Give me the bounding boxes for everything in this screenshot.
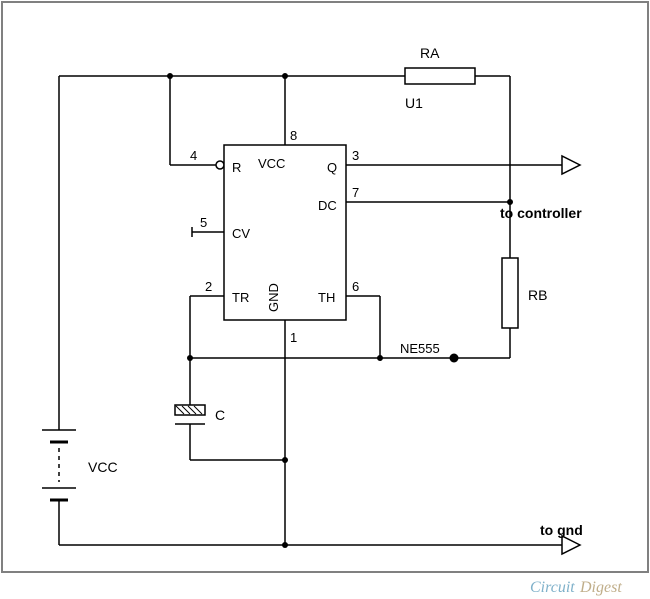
pin-dc-label: DC <box>318 198 337 213</box>
pin-vcc-label: VCC <box>258 156 285 171</box>
pin4-number: 4 <box>190 148 197 163</box>
ne555-label: NE555 <box>400 341 440 356</box>
pin-th-label: TH <box>318 290 335 305</box>
node-th-rb <box>450 354 459 363</box>
pin-tr-label: TR <box>232 290 249 305</box>
node-dc <box>507 199 513 205</box>
pin2-number: 2 <box>205 279 212 294</box>
ra-label: RA <box>420 45 440 61</box>
resistor-rb <box>502 258 518 328</box>
vcc-label: VCC <box>88 459 118 475</box>
pin7-number: 7 <box>352 185 359 200</box>
resistor-ra <box>405 68 475 84</box>
pin5-number: 5 <box>200 215 207 230</box>
pin3-number: 3 <box>352 148 359 163</box>
watermark-part1: Circuit <box>530 579 575 596</box>
rb-label: RB <box>528 287 547 303</box>
pin6-number: 6 <box>352 279 359 294</box>
pin4-inversion-bubble <box>216 161 224 169</box>
pin8-number: 8 <box>290 128 297 143</box>
pin1-number: 1 <box>290 330 297 345</box>
pin-r-label: R <box>232 160 241 175</box>
u1-label: U1 <box>405 95 423 111</box>
pin-cv-label: CV <box>232 226 250 241</box>
circuit-diagram: RA U1 8 4 R VCC Q DC CV TR TH GND 3 to c… <box>0 0 650 599</box>
node-bottom-gnd <box>282 542 288 548</box>
pin-gnd-label: GND <box>266 283 281 312</box>
c-label: C <box>215 407 225 423</box>
watermark-part2: Digest <box>579 579 622 596</box>
node-tr-th <box>377 355 383 361</box>
to-controller-label: to controller <box>500 205 582 221</box>
to-gnd-label: to gnd <box>540 522 583 538</box>
node-tr-c <box>187 355 193 361</box>
pin-q-label: Q <box>327 160 337 175</box>
